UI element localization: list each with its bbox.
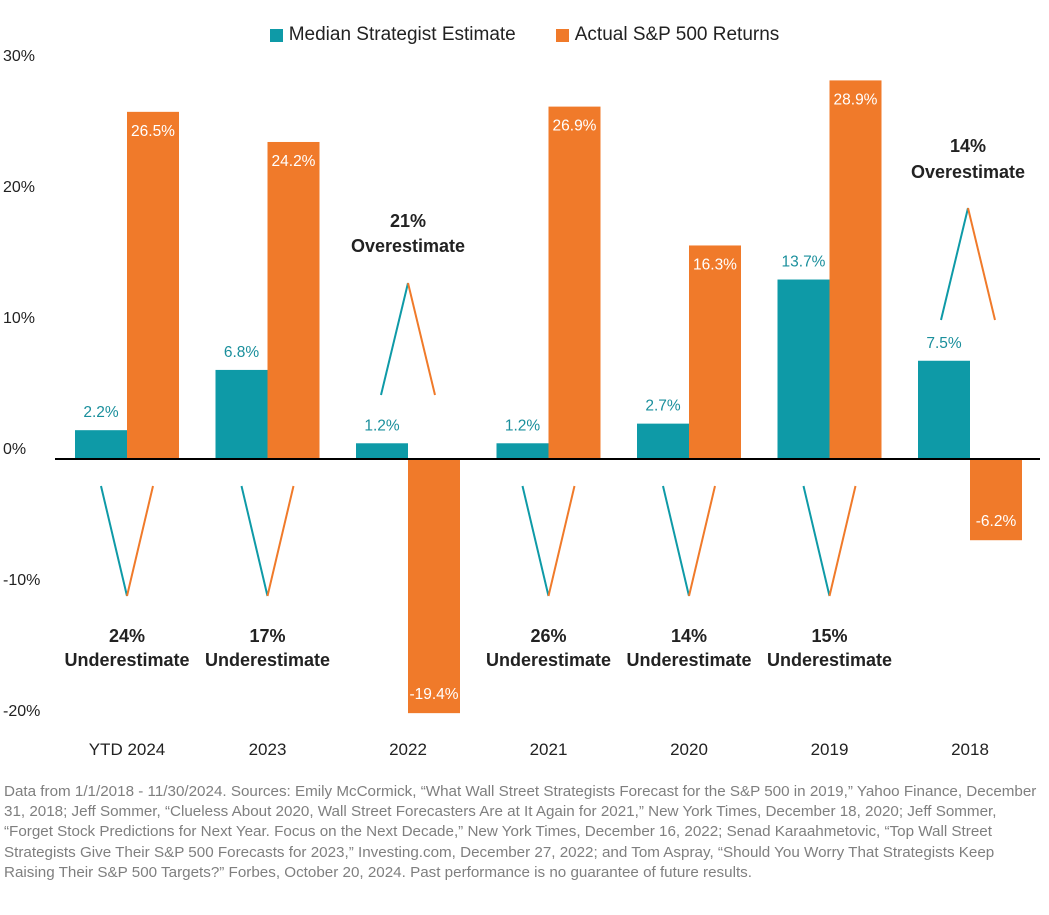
data-label-actual: 24.2% (272, 153, 316, 170)
annotation-line-estimate (802, 485, 831, 597)
annotation-line-actual (688, 485, 716, 597)
footnote: Data from 1/1/2018 - 11/30/2024. Sources… (4, 783, 1037, 881)
annotation-line-actual (547, 485, 576, 597)
data-label-estimate: 1.2% (505, 417, 541, 434)
data-label-actual: 28.9% (834, 91, 878, 108)
annotation-line-estimate (240, 485, 269, 597)
annotation-percent: 21% (390, 211, 426, 231)
annotation-caption: Overestimate (911, 162, 1025, 182)
legend-item-actual: Actual S&P 500 Returns (555, 24, 780, 46)
bar-estimate (496, 443, 549, 459)
bar-actual (408, 459, 460, 714)
annotation-caption: Underestimate (626, 650, 751, 670)
data-label-actual: 16.3% (693, 256, 737, 273)
annotation-caption: Underestimate (767, 650, 892, 670)
legend-label-estimate: Median Strategist Estimate (288, 24, 516, 45)
annotation-caption: Overestimate (351, 236, 465, 256)
bar-actual (548, 106, 601, 460)
bar-estimate (637, 423, 689, 459)
legend-swatch-estimate (269, 28, 283, 42)
data-label-estimate: 7.5% (926, 335, 962, 352)
annotation-percent: 14% (950, 136, 986, 156)
x-tick-label: 2019 (811, 740, 849, 759)
data-label-actual: 26.9% (553, 118, 597, 135)
bar-estimate (75, 430, 127, 459)
y-tick-label: 10% (3, 310, 35, 327)
data-label-estimate: 13.7% (782, 254, 826, 271)
annotation-line-estimate (662, 485, 690, 597)
annotation-line-estimate (940, 207, 969, 321)
legend-label-actual: Actual S&P 500 Returns (574, 24, 780, 45)
legend-swatch-actual (555, 28, 569, 42)
x-tick-label: 2018 (951, 740, 989, 759)
y-tick-label: -20% (3, 703, 40, 720)
y-tick-label: 30% (3, 48, 35, 65)
data-label-actual: 26.5% (131, 123, 175, 140)
bar-actual (127, 111, 179, 459)
annotation-line-actual (407, 282, 436, 396)
data-label-estimate: 2.7% (645, 398, 681, 415)
bar-estimate (215, 369, 268, 459)
x-tick-label: 2023 (249, 740, 287, 759)
bar-estimate (777, 279, 830, 459)
chart-plot: 30% 20% 10% 0% -10% -20% 2.2% 26.5% YTD 2024 6.8%… (3, 48, 1040, 759)
y-tick-label: -10% (3, 572, 40, 589)
chart-legend: Median Strategist Estimate Actual S&P 50… (0, 24, 1049, 46)
annotation-line-estimate (100, 485, 128, 597)
data-label-estimate: 1.2% (364, 417, 400, 434)
bar-estimate (356, 443, 408, 459)
chart: Median Strategist Estimate Actual S&P 50… (0, 24, 1049, 759)
annotation-caption: Underestimate (205, 650, 330, 670)
annotation-line-actual (266, 485, 295, 597)
annotation-line-actual (967, 207, 996, 321)
annotation-line-estimate (521, 485, 550, 597)
x-tick-label: 2020 (670, 740, 708, 759)
legend-item-estimate: Median Strategist Estimate (269, 24, 516, 46)
annotation-line-estimate (380, 282, 409, 396)
annotation-line-actual (126, 485, 154, 597)
bar-estimate (918, 360, 970, 459)
data-label-actual: -6.2% (976, 513, 1017, 530)
x-tick-label: YTD 2024 (89, 740, 166, 759)
x-tick-label: 2022 (389, 740, 427, 759)
annotation-percent: 17% (249, 626, 285, 646)
annotation-percent: 24% (109, 626, 145, 646)
data-label-estimate: 2.2% (83, 404, 119, 421)
bar-actual (970, 459, 1022, 541)
bar-actual (689, 245, 741, 459)
annotation-percent: 14% (671, 626, 707, 646)
annotation-percent: 15% (811, 626, 847, 646)
y-tick-label: 0% (3, 441, 26, 458)
bar-actual (267, 141, 320, 460)
x-tick-label: 2021 (530, 740, 568, 759)
y-tick-label: 20% (3, 179, 35, 196)
annotation-caption: Underestimate (486, 650, 611, 670)
data-label-actual: -19.4% (409, 686, 458, 703)
annotation-percent: 26% (530, 626, 566, 646)
annotation-caption: Underestimate (64, 650, 189, 670)
data-label-estimate: 6.8% (224, 344, 260, 361)
bar-actual (829, 80, 882, 459)
annotation-line-actual (828, 485, 857, 597)
